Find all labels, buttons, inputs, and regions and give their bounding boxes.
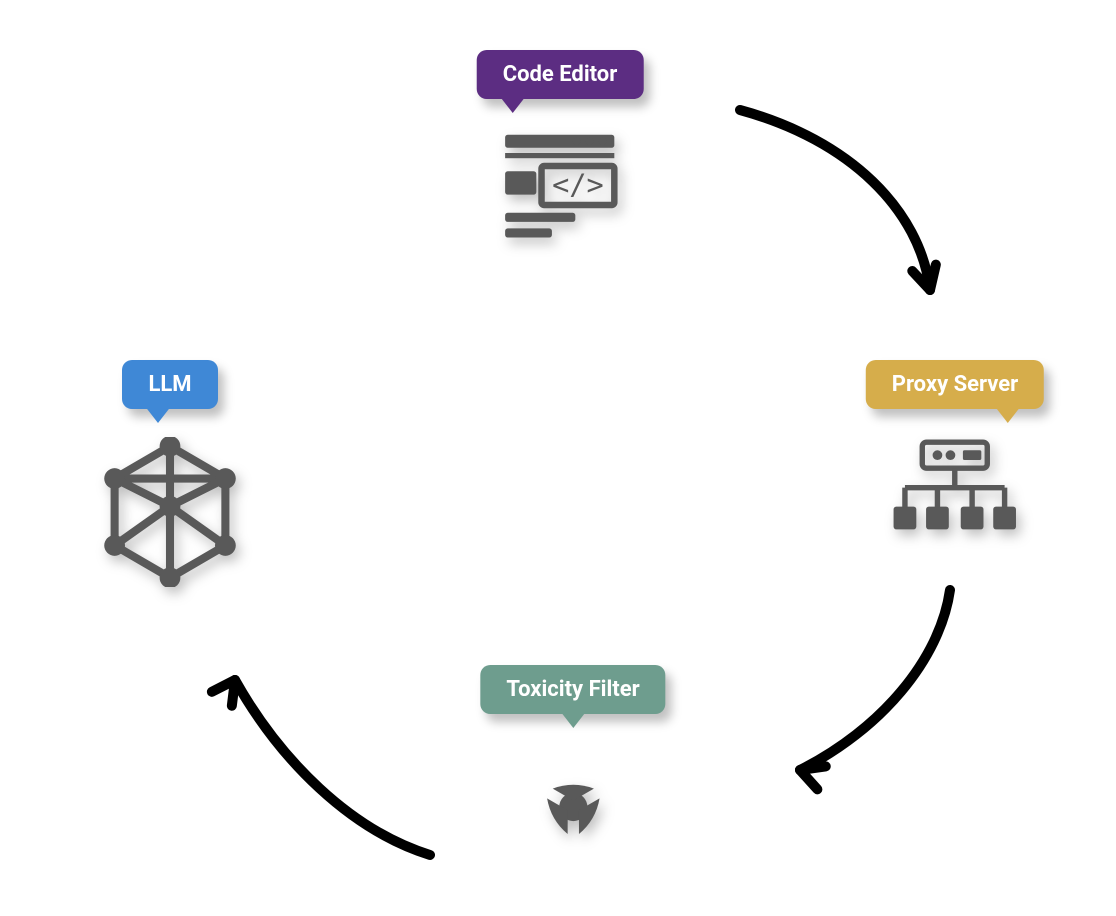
label-toxicity-filter: Toxicity Filter (480, 665, 665, 714)
diagram-stage: { "diagram": { "type": "flowchart", "can… (0, 0, 1116, 916)
radiation-icon (508, 742, 638, 876)
code-editor-icon: </> (495, 127, 625, 261)
server-tree-icon (890, 437, 1020, 551)
arrow-filter-to-llm (235, 680, 430, 855)
svg-text:</>: </> (552, 168, 604, 202)
arrow-editor-to-proxy (740, 110, 930, 290)
arrow-proxy-to-filter (800, 590, 950, 770)
label-proxy-server: Proxy Server (866, 360, 1044, 409)
label-code-editor: Code Editor (477, 50, 644, 99)
node-toxicity-filter: Toxicity Filter (480, 665, 665, 876)
node-llm: LLM (100, 360, 240, 591)
node-proxy-server: Proxy Server (866, 360, 1044, 551)
node-code-editor: Code Editor </> (477, 50, 644, 261)
graph-cube-icon (100, 437, 240, 591)
label-llm: LLM (122, 360, 217, 409)
